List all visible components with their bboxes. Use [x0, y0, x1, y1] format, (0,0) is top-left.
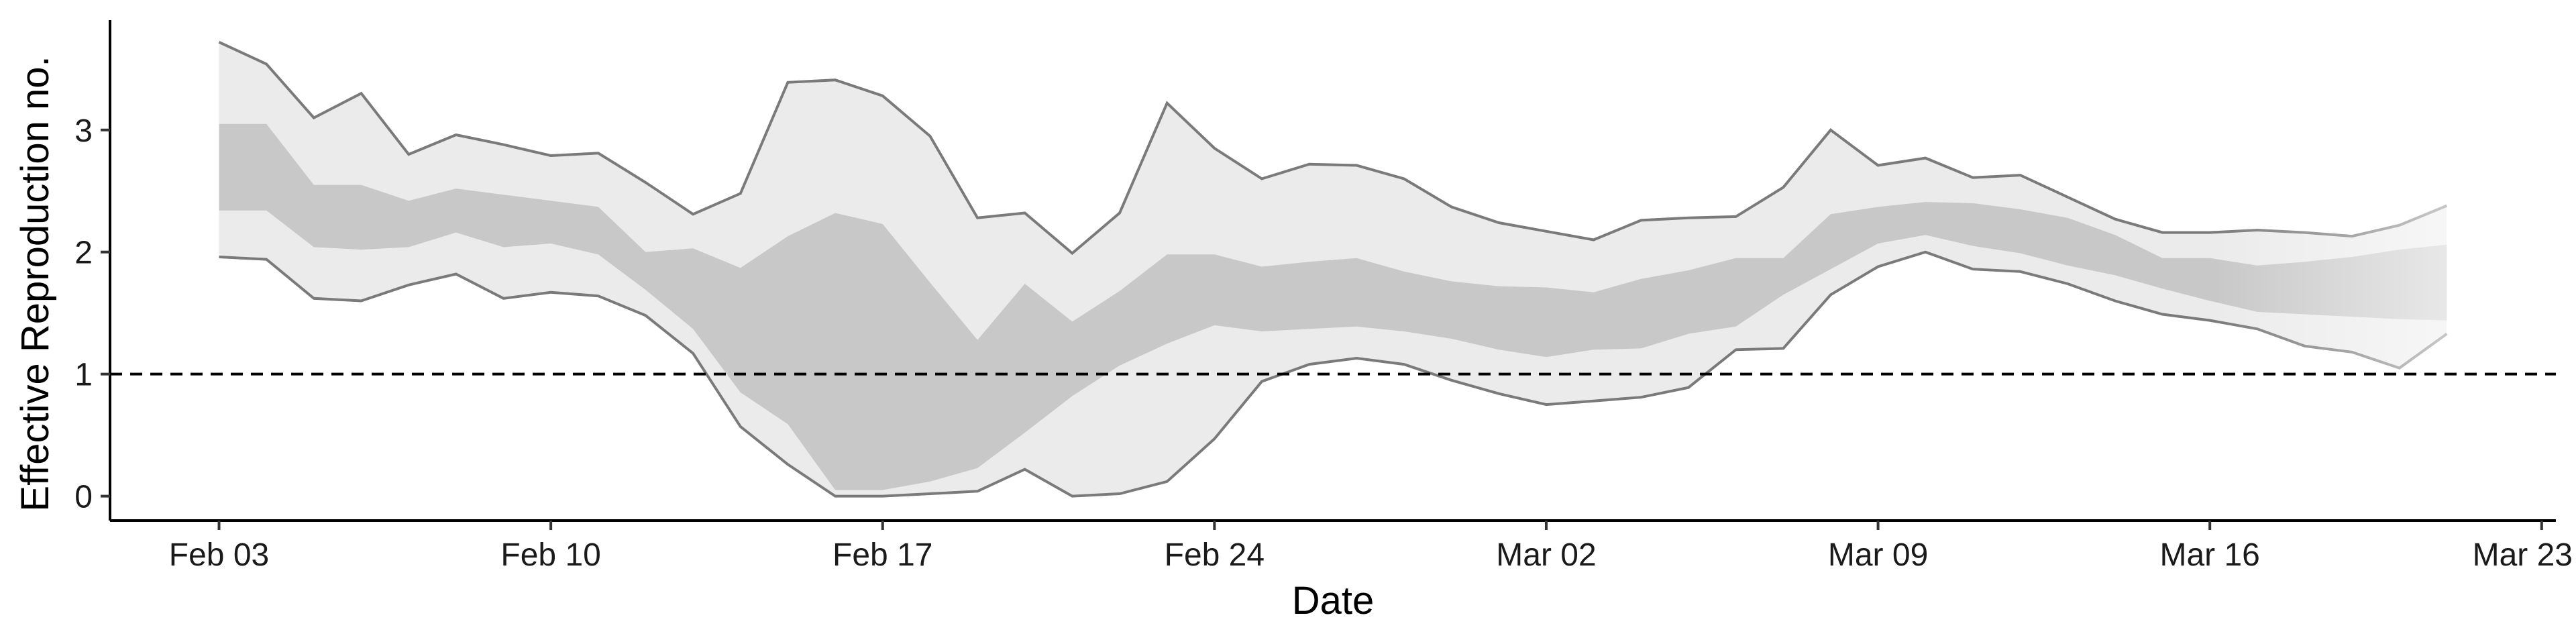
inner-band	[219, 123, 2447, 490]
y-axis-title: Effective Reproduction no.	[13, 56, 57, 511]
x-tick-label: Mar 23	[2473, 537, 2573, 573]
upper-bound-line	[218, 40, 2448, 256]
y-tick-label: 2	[74, 235, 93, 271]
x-tick-label: Mar 16	[2159, 537, 2259, 573]
inner-band-area	[219, 123, 2447, 490]
x-tick-label: Feb 24	[1165, 537, 1265, 573]
forecast-fade-overlay	[2214, 27, 2469, 523]
x-tick-label: Feb 03	[169, 537, 269, 573]
y-tick-label: 0	[74, 480, 93, 515]
lower-bound-line	[219, 250, 2448, 498]
x-axis: Feb 03 Feb 10 Feb 17 Feb 24 Mar 02 Mar 09 Mar …	[110, 519, 2573, 573]
x-tick-label: Feb 10	[500, 537, 600, 573]
y-tick-label: 1	[74, 358, 93, 393]
x-axis-title: Date	[1292, 579, 1375, 623]
y-tick-label: 3	[74, 113, 93, 149]
x-tick-label: Mar 09	[1828, 537, 1928, 573]
y-axis: 0 1 2 3	[74, 20, 111, 521]
outer-bound-lines	[218, 40, 2448, 498]
x-tick-label: Mar 02	[1496, 537, 1596, 573]
x-tick-label: Feb 17	[833, 537, 932, 573]
